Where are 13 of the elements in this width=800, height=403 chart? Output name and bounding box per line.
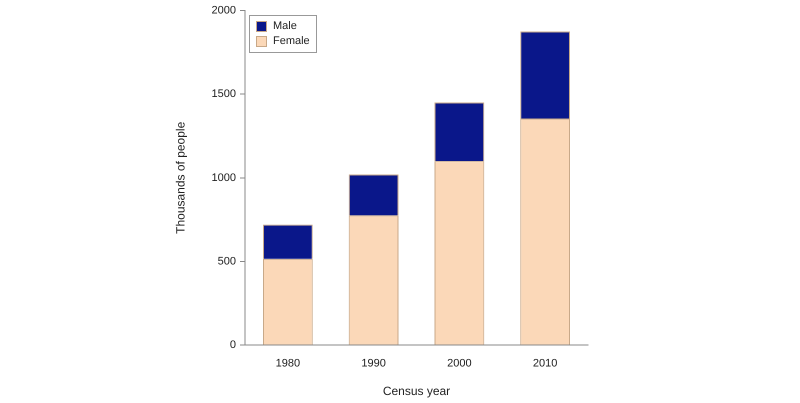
y-axis-title: Thousands of people <box>174 121 188 234</box>
y-tick-label: 500 <box>218 255 236 268</box>
x-tick-label: 1980 <box>276 358 300 370</box>
y-tick-label: 1000 <box>212 172 236 184</box>
legend-label: Female <box>273 34 310 49</box>
x-tick-label: 2000 <box>447 358 472 370</box>
legend-label: Male <box>273 18 297 34</box>
y-tick-label: 0 <box>230 339 236 352</box>
y-tick-label: 1500 <box>212 88 236 100</box>
y-tick-label: 2000 <box>212 4 236 17</box>
x-tick-label: 1990 <box>361 358 386 370</box>
x-tick-label: 2010 <box>532 358 558 370</box>
x-axis-title: Census year <box>382 384 450 398</box>
